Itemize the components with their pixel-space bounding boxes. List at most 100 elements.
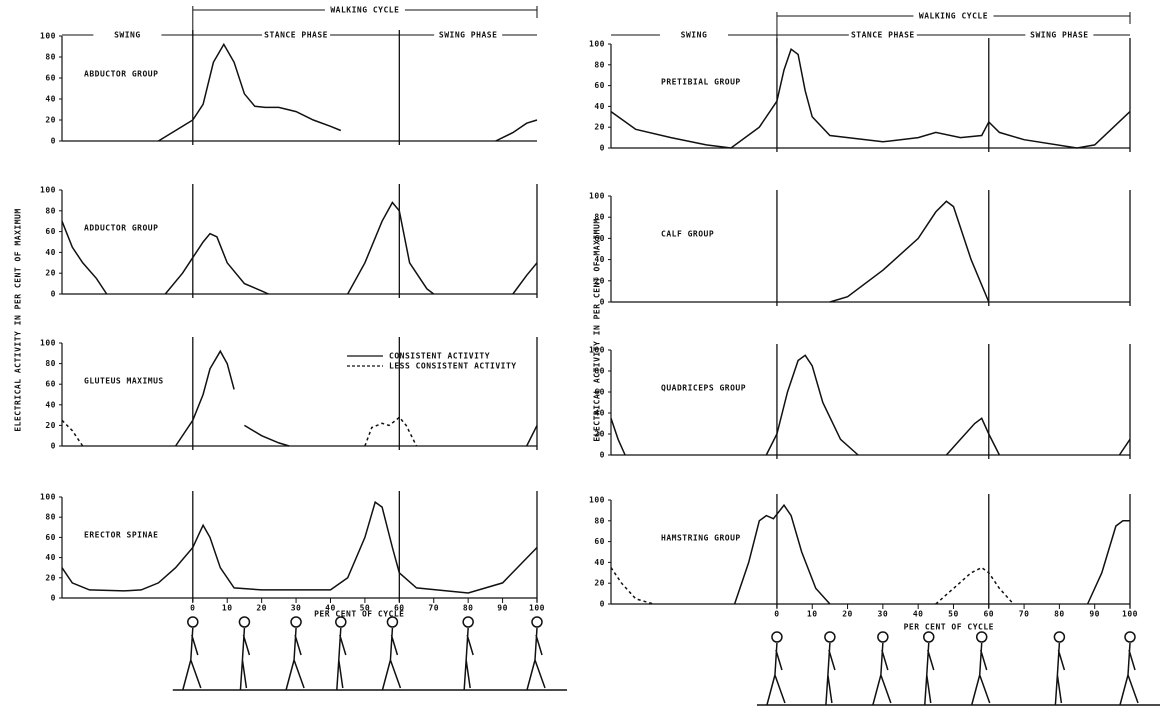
figure-body [1119,642,1139,706]
y-tick-label: 0 [51,594,56,603]
label-bg [262,30,331,40]
phase-label: SWING [681,31,708,40]
y-tick-label: 40 [45,95,56,104]
y-tick-label: 80 [594,60,605,69]
figure-head [238,616,251,628]
figure-body [463,627,474,691]
figure-head [462,616,474,628]
activity-line [174,349,538,447]
figure-body [924,642,935,706]
walking-cycle-label: WALKING CYCLE [919,12,988,21]
y-tick-label: 20 [594,276,605,285]
y-tick-label: 20 [45,573,56,582]
figure-head [771,631,783,643]
x-tick-label: 60 [983,610,994,619]
chart-title: HAMSTRING GROUP [661,534,741,543]
y-tick-label: 60 [45,74,56,83]
y-tick-label: 20 [594,123,605,132]
x-axis-label: PER CENT OF CYCLE [314,610,404,619]
x-tick-label: 40 [913,610,924,619]
figure-body [182,627,202,691]
figure-head [386,616,399,628]
figure-head [975,631,988,643]
y-tick-label: 0 [600,144,605,153]
x-tick-label: 90 [497,604,508,613]
y-tick-label: 40 [594,558,605,567]
figure-head [335,616,347,628]
y-axis-label: ELECTRICAL ACTIVITY IN PER CENT OF MAXIM… [593,218,602,441]
activity-line [61,500,538,594]
chart-title: ADDUCTOR GROUP [84,224,158,233]
x-tick-label: 70 [428,604,439,613]
x-tick-label: 100 [529,604,545,613]
x-tick-label: 80 [463,604,474,613]
y-tick-label: 100 [40,186,56,195]
phase-label: SWING PHASE [439,31,497,40]
x-tick-label: 0 [774,610,779,619]
figure-body [872,642,892,706]
y-tick-label: 100 [40,493,56,502]
x-tick-label: 70 [1019,610,1030,619]
walking-cycle-label: WALKING CYCLE [330,6,399,15]
y-tick-label: 60 [45,380,56,389]
y-tick-label: 60 [594,234,605,243]
y-tick-label: 80 [594,516,605,525]
figure-body [381,627,402,691]
y-tick-label: 20 [45,116,56,125]
x-tick-label: 90 [1089,610,1100,619]
chart-title: ERECTOR SPINAE [84,531,158,540]
y-tick-label: 80 [45,359,56,368]
x-tick-label: 30 [291,604,302,613]
y-tick-label: 0 [600,451,605,460]
y-tick-label: 20 [594,430,605,439]
y-tick-label: 80 [594,213,605,222]
y-tick-label: 0 [600,600,605,609]
figure-head [290,616,302,628]
y-tick-label: 20 [45,269,56,278]
phase-label: STANCE PHASE [851,31,915,40]
y-tick-label: 0 [600,298,605,307]
y-tick-label: 0 [51,137,56,146]
walking-figures [756,631,1160,706]
y-tick-label: 100 [40,339,56,348]
figure-head [877,631,889,643]
y-tick-label: 60 [594,388,605,397]
y-tick-label: 80 [45,53,56,62]
chart-title: GLUTEUS MAXIMUS [84,377,164,386]
phase-label: SWING [114,31,141,40]
x-axis-label: PER CENT OF CYCLE [904,623,994,632]
figure-body [285,627,305,691]
legend-label: CONSISTENT ACTIVITY [389,352,490,361]
chart-title: PRETIBIAL GROUP [661,78,741,87]
y-tick-label: 40 [45,400,56,409]
y-tick-label: 60 [594,81,605,90]
y-tick-label: 100 [589,40,605,49]
y-tick-label: 80 [45,513,56,522]
walking-figures [172,616,567,691]
figure-body [825,642,836,706]
y-tick-label: 40 [45,553,56,562]
x-tick-label: 50 [948,610,959,619]
figure-body [239,627,251,691]
y-tick-label: 80 [45,206,56,215]
activity-line [829,200,990,303]
y-tick-label: 0 [51,442,56,451]
label-bg [93,30,162,40]
figure-body [336,627,347,691]
activity-line [61,416,418,447]
activity-line [610,566,1015,605]
y-tick-label: 60 [594,537,605,546]
x-tick-label: 0 [190,604,195,613]
x-tick-label: 80 [1054,610,1065,619]
activity-line [610,47,1131,149]
y-tick-label: 100 [589,346,605,355]
x-tick-label: 60 [394,604,405,613]
chart-title: QUADRICEPS GROUP [661,384,746,393]
figure-body [526,627,546,691]
y-tick-label: 40 [594,255,605,264]
x-tick-label: 50 [360,604,371,613]
label-bg [1025,30,1094,40]
y-tick-label: 60 [45,533,56,542]
